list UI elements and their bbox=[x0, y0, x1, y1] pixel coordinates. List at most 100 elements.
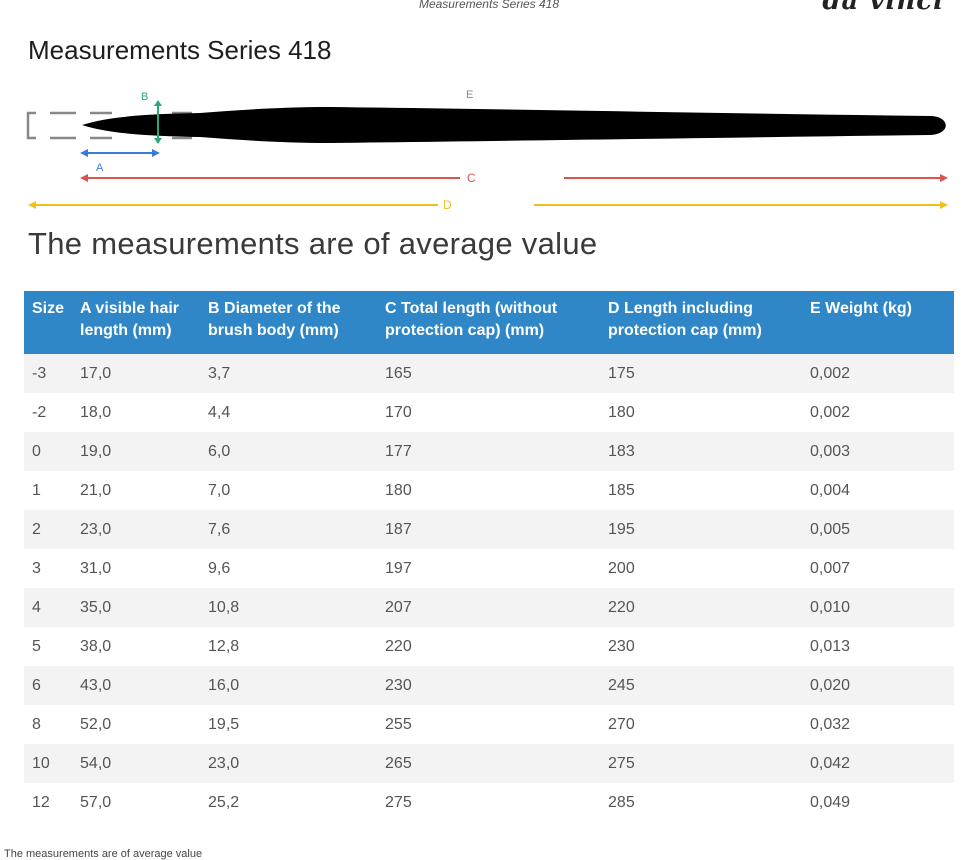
cell-c: 170 bbox=[377, 393, 601, 432]
cell-a: 17,0 bbox=[72, 354, 201, 393]
d-arrow-right bbox=[940, 201, 948, 209]
cell-size: 6 bbox=[24, 666, 73, 705]
cell-a: 52,0 bbox=[72, 705, 201, 744]
cell-b: 23,0 bbox=[200, 744, 378, 783]
table-header-row: Size A visible hair length (mm) B Diamet… bbox=[24, 291, 954, 354]
cell-a: 35,0 bbox=[72, 588, 201, 627]
a-arrow-right bbox=[152, 149, 160, 157]
measurements-table: Size A visible hair length (mm) B Diamet… bbox=[24, 291, 954, 822]
page-title: Measurements Series 418 bbox=[28, 35, 332, 65]
cell-size: 0 bbox=[24, 432, 73, 471]
cell-a: 43,0 bbox=[72, 666, 201, 705]
cell-e: 0,002 bbox=[802, 354, 954, 393]
cell-b: 19,5 bbox=[200, 705, 378, 744]
cell-d: 200 bbox=[600, 549, 803, 588]
diagram-label-e: E bbox=[466, 89, 473, 101]
table-row: 12 57,0 25,2 275 285 0,049 bbox=[24, 783, 954, 822]
cell-b: 10,8 bbox=[200, 588, 378, 627]
header-c: C Total length (without protection cap) … bbox=[377, 291, 601, 354]
cell-size: -2 bbox=[24, 393, 73, 432]
brush-silhouette bbox=[82, 107, 946, 143]
table-row: 5 38,0 12,8 220 230 0,013 bbox=[24, 627, 954, 666]
cell-c: 255 bbox=[377, 705, 601, 744]
cell-b: 16,0 bbox=[200, 666, 378, 705]
cell-a: 21,0 bbox=[72, 471, 201, 510]
cell-d: 275 bbox=[600, 744, 803, 783]
b-arrow-top bbox=[154, 100, 162, 106]
header-title: Measurements Series 418 bbox=[418, 0, 560, 11]
brush-measurement-diagram: B E A C D bbox=[26, 89, 948, 212]
header-e: E Weight (kg) bbox=[802, 291, 954, 354]
cell-b: 12,8 bbox=[200, 627, 378, 666]
table-row: -2 18,0 4,4 170 180 0,002 bbox=[24, 393, 954, 432]
cell-a: 57,0 bbox=[72, 783, 201, 822]
cell-e: 0,010 bbox=[802, 588, 954, 627]
cell-size: 8 bbox=[24, 705, 73, 744]
cell-e: 0,042 bbox=[802, 744, 954, 783]
cell-size: 5 bbox=[24, 627, 73, 666]
cell-d: 270 bbox=[600, 705, 803, 744]
cell-c: 230 bbox=[377, 666, 601, 705]
cell-c: 265 bbox=[377, 744, 601, 783]
cell-c: 275 bbox=[377, 783, 601, 822]
cell-a: 19,0 bbox=[72, 432, 201, 471]
cell-e: 0,013 bbox=[802, 627, 954, 666]
cell-d: 230 bbox=[600, 627, 803, 666]
subtitle: The measurements are of average value bbox=[28, 226, 598, 261]
cell-d: 220 bbox=[600, 588, 803, 627]
table-row: 2 23,0 7,6 187 195 0,005 bbox=[24, 510, 954, 549]
table-row: 0 19,0 6,0 177 183 0,003 bbox=[24, 432, 954, 471]
page-header: Measurements Series 418 da vinci bbox=[0, 0, 970, 16]
cell-b: 6,0 bbox=[200, 432, 378, 471]
c-arrow-right bbox=[940, 174, 948, 182]
table-row: -3 17,0 3,7 165 175 0,002 bbox=[24, 354, 954, 393]
cell-e: 0,004 bbox=[802, 471, 954, 510]
cell-a: 38,0 bbox=[72, 627, 201, 666]
header-size: Size bbox=[24, 291, 73, 354]
cell-d: 185 bbox=[600, 471, 803, 510]
a-arrow-left bbox=[80, 149, 88, 157]
cell-b: 25,2 bbox=[200, 783, 378, 822]
cell-b: 4,4 bbox=[200, 393, 378, 432]
cell-c: 207 bbox=[377, 588, 601, 627]
cell-a: 18,0 bbox=[72, 393, 201, 432]
diagram-label-a: A bbox=[96, 162, 104, 174]
table-row: 10 54,0 23,0 265 275 0,042 bbox=[24, 744, 954, 783]
cell-e: 0,032 bbox=[802, 705, 954, 744]
brand-logo: da vinci bbox=[822, 0, 944, 16]
table-row: 3 31,0 9,6 197 200 0,007 bbox=[24, 549, 954, 588]
cell-b: 7,0 bbox=[200, 471, 378, 510]
cell-d: 285 bbox=[600, 783, 803, 822]
b-arrow-bottom bbox=[154, 138, 162, 144]
cell-b: 9,6 bbox=[200, 549, 378, 588]
diagram-label-d: D bbox=[443, 198, 452, 212]
diagram-label-b: B bbox=[141, 91, 148, 103]
diagram-label-c: C bbox=[467, 171, 476, 185]
cell-size: 1 bbox=[24, 471, 73, 510]
protection-cap-outline bbox=[26, 111, 192, 140]
cell-size: 12 bbox=[24, 783, 73, 822]
cell-e: 0,002 bbox=[802, 393, 954, 432]
footer-note: The measurements are of average value bbox=[4, 848, 203, 860]
cell-e: 0,049 bbox=[802, 783, 954, 822]
cell-e: 0,007 bbox=[802, 549, 954, 588]
header-a: A visible hair length (mm) bbox=[72, 291, 201, 354]
header-d: D Length including protection cap (mm) bbox=[600, 291, 803, 354]
cell-a: 54,0 bbox=[72, 744, 201, 783]
d-arrow-left bbox=[28, 201, 36, 209]
cell-a: 23,0 bbox=[72, 510, 201, 549]
cell-e: 0,005 bbox=[802, 510, 954, 549]
cell-b: 3,7 bbox=[200, 354, 378, 393]
cell-c: 187 bbox=[377, 510, 601, 549]
cell-e: 0,020 bbox=[802, 666, 954, 705]
cell-d: 180 bbox=[600, 393, 803, 432]
cell-c: 180 bbox=[377, 471, 601, 510]
cell-c: 177 bbox=[377, 432, 601, 471]
cell-size: 10 bbox=[24, 744, 73, 783]
table-row: 4 35,0 10,8 207 220 0,010 bbox=[24, 588, 954, 627]
table-row: 8 52,0 19,5 255 270 0,032 bbox=[24, 705, 954, 744]
cell-c: 220 bbox=[377, 627, 601, 666]
header-b: B Diameter of the brush body (mm) bbox=[200, 291, 378, 354]
cell-c: 197 bbox=[377, 549, 601, 588]
cell-b: 7,6 bbox=[200, 510, 378, 549]
